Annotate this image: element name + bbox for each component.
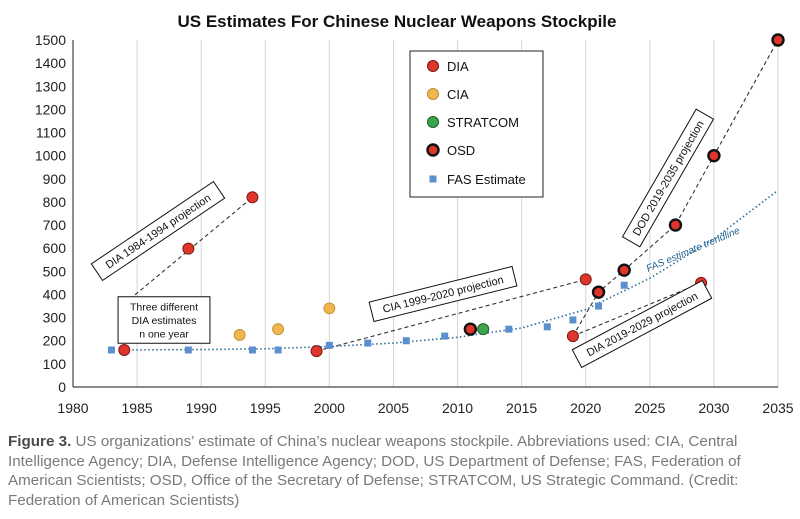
legend-label: DIA — [447, 59, 469, 74]
axes — [72, 40, 778, 388]
stratcom-point — [477, 323, 490, 336]
annotation-three-dia-text: n one year — [139, 328, 189, 340]
fas-point — [274, 346, 282, 354]
annotation-fas-trendline: FAS estimate trendline — [645, 225, 742, 275]
fas-point — [620, 281, 628, 289]
chart: US Estimates For Chinese Nuclear Weapons… — [35, 12, 794, 416]
annotation-three-dia-text: Three different — [130, 301, 198, 313]
fas-point — [441, 332, 449, 340]
y-tick-label: 1100 — [36, 125, 66, 141]
legend-label: CIA — [447, 87, 469, 102]
annotation-dia-2019-2029-box — [571, 279, 713, 369]
x-tick-label: 2000 — [314, 400, 345, 416]
fas-point — [184, 346, 192, 354]
x-tick-label: 1990 — [186, 400, 217, 416]
fas-point — [402, 337, 410, 345]
x-tick-label: 2030 — [698, 400, 729, 416]
y-tick-label: 1300 — [35, 78, 66, 94]
osd-point — [617, 263, 631, 277]
annotation-three-dia-box — [117, 296, 211, 344]
y-tick-label: 300 — [43, 310, 67, 326]
cia-point — [323, 302, 336, 315]
dia-point — [566, 330, 579, 343]
annotation-dia-1984-1994: DIA 1984-1994 projection — [90, 180, 226, 282]
x-tick-label: 2020 — [570, 400, 601, 416]
annotation-dia-2019-2029-text: DIA 2019-2029 projection — [585, 290, 700, 359]
x-tick-label: 2015 — [506, 400, 537, 416]
annotation-cia-1999-2020: CIA 1999-2020 projection — [368, 265, 518, 323]
y-tick-label: 1500 — [35, 32, 66, 48]
osd-point — [463, 322, 478, 336]
x-tick-label: 2025 — [634, 400, 665, 416]
fas-point — [107, 346, 115, 354]
y-tick-label: 0 — [58, 379, 66, 395]
y-tick-label: 600 — [43, 240, 67, 256]
osd-point — [707, 148, 721, 163]
y-tick-label: 900 — [43, 171, 67, 187]
cia-point — [233, 329, 246, 341]
y-tick-label: 1400 — [35, 55, 66, 71]
x-tick-label: 2010 — [442, 400, 473, 416]
legend-marker-osd — [426, 143, 440, 157]
x-tick-label: 1995 — [250, 400, 281, 416]
projection-line — [572, 39, 779, 337]
osd-point — [591, 285, 606, 299]
x-tick-label: 1985 — [122, 400, 153, 416]
legend-label: OSD — [447, 143, 475, 158]
annotation-three-dia-text: DIA estimates — [132, 315, 197, 327]
legend-marker-stratcom — [427, 116, 439, 128]
y-tick-label: 1000 — [35, 148, 66, 164]
fas-point — [543, 323, 551, 331]
annotation-dod-2019-2035-text: DOD 2019-2035 projection — [631, 119, 707, 238]
dia-point — [310, 345, 323, 358]
annotation-dod-2019-2035-box — [621, 108, 715, 248]
tick-labels: 0 100 200 300 400 500 600 700 800 900 1000 1100 1200… — [35, 32, 794, 416]
annotation-three-dia: Three different DIA estimates n one year — [117, 296, 211, 344]
y-tick-label: 100 — [43, 356, 67, 372]
y-tick-label: 700 — [43, 217, 67, 233]
caption-text: US organizations’ estimate of China’s nu… — [8, 433, 741, 509]
fas-point — [505, 325, 513, 333]
legend-label: FAS Estimate — [447, 172, 526, 187]
x-tick-label: 1980 — [57, 400, 88, 416]
figure-caption: Figure 3. US organizations’ estimate of … — [8, 432, 792, 510]
y-tick-label: 1200 — [35, 101, 66, 117]
legend-marker-fas — [429, 175, 437, 183]
dia-point — [579, 273, 592, 286]
trendline — [124, 189, 779, 351]
y-tick-label: 200 — [43, 333, 67, 349]
cia-point — [272, 323, 284, 336]
annotation-dia-1984-1994-text: DIA 1984-1994 projection — [104, 192, 214, 271]
chart-title: US Estimates For Chinese Nuclear Weapons… — [178, 12, 617, 31]
fas-point — [364, 339, 372, 347]
annotation-cia-1999-2020-box — [368, 265, 518, 323]
x-tick-label: 2005 — [378, 400, 409, 416]
legend: DIA CIA STRATCOM OSD FAS Estimate — [409, 50, 544, 198]
legend-marker-cia — [427, 88, 439, 100]
fas-point — [569, 316, 577, 324]
dia-point — [182, 242, 195, 255]
data-marks — [107, 33, 785, 358]
fas-point — [325, 341, 333, 349]
x-tick-label: 2035 — [762, 400, 793, 416]
legend-label: STRATCOM — [447, 115, 519, 130]
fas-point — [248, 346, 256, 354]
dia-point — [118, 343, 131, 356]
y-tick-label: 400 — [43, 286, 67, 302]
annotation-dia-1984-1994-box — [90, 180, 226, 282]
caption-label: Figure 3. — [8, 433, 72, 450]
y-tick-label: 500 — [43, 263, 67, 279]
dia-point — [246, 191, 259, 204]
osd-point — [771, 33, 785, 47]
annotation-dod-2019-2035: DOD 2019-2035 projection — [621, 108, 715, 248]
osd-point — [668, 218, 683, 232]
legend-marker-dia — [427, 60, 439, 72]
y-tick-label: 800 — [43, 194, 67, 210]
projection-line — [316, 278, 586, 352]
fas-point — [595, 302, 603, 310]
fas-trendline — [124, 189, 779, 351]
projection-line — [572, 282, 702, 337]
